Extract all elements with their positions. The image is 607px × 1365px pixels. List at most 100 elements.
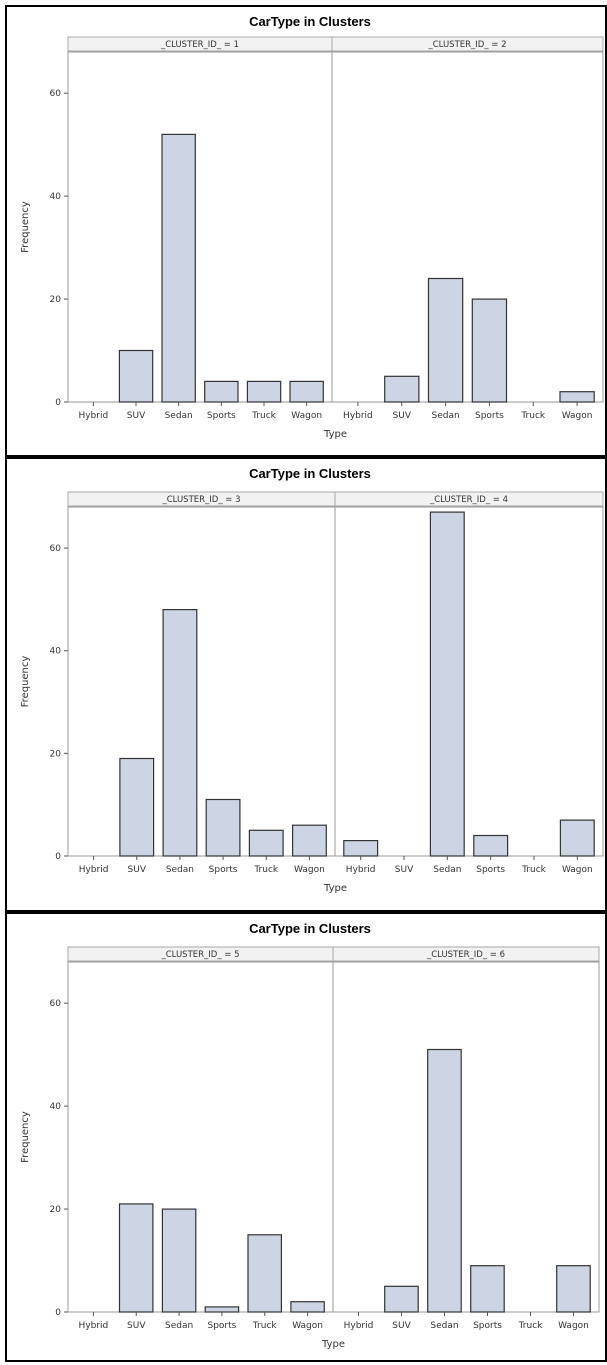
bar-wagon — [559, 391, 595, 403]
y-axis-label: Frequency — [20, 656, 31, 708]
x-axis-label: Type — [323, 429, 347, 440]
x-tick-label: SUV — [392, 1321, 411, 1331]
x-tick-label: Sedan — [166, 865, 194, 875]
x-axis-label: Type — [323, 883, 347, 894]
panel-header-label: _CLUSTER_ID_ = 3 — [161, 495, 240, 505]
bar-suv — [384, 375, 420, 403]
x-tick-label: Truck — [253, 865, 279, 875]
bar-sedan — [162, 608, 198, 857]
panel-header — [331, 36, 604, 52]
y-tick-label: 40 — [50, 192, 62, 202]
x-tick-label: SUV — [127, 1321, 146, 1331]
x-tick-label: Sedan — [430, 1321, 458, 1331]
x-tick-label: Sports — [473, 1321, 502, 1331]
panel-header-label: _CLUSTER_ID_ = 2 — [427, 40, 506, 50]
bar-wagon — [290, 1301, 325, 1313]
y-tick-label: 60 — [50, 89, 62, 99]
x-tick-label: Wagon — [292, 1321, 323, 1331]
panel-header — [334, 491, 604, 507]
x-tick-label: Wagon — [562, 865, 593, 875]
bar-sports — [470, 1265, 505, 1313]
bar-wagon — [292, 824, 327, 857]
y-tick-label: 60 — [50, 544, 62, 554]
x-tick-label: Sports — [476, 865, 505, 875]
panel-cluster-4: _CLUSTER_ID_ = 4 Hybrid SUV Sedan Sports Truc… — [334, 491, 604, 875]
bar-sports — [204, 380, 239, 403]
chart-title: CarType in Clusters — [249, 14, 371, 29]
bar-wagon — [559, 819, 595, 857]
y-tick-label: 0 — [55, 852, 61, 862]
x-tick-label: Wagon — [558, 1321, 589, 1331]
x-tick-label: Sedan — [165, 411, 193, 421]
bar-wagon — [289, 380, 324, 403]
x-tick-label: Truck — [251, 411, 277, 421]
y-tick-label: 40 — [50, 1102, 62, 1112]
bar-truck — [246, 380, 282, 403]
figure-frame — [5, 457, 607, 912]
figure-frame — [5, 5, 607, 457]
panel-header-label: _CLUSTER_ID_ = 6 — [426, 950, 505, 960]
x-tick-label: Sports — [209, 865, 238, 875]
y-tick-label: 20 — [50, 1205, 62, 1215]
y-tick-label: 20 — [50, 295, 62, 305]
x-tick-label: Hybrid — [343, 411, 373, 421]
bar-sports — [205, 798, 241, 857]
plot-area — [67, 51, 333, 403]
x-tick-label: Truck — [252, 1321, 278, 1331]
chart-figure-3: CarType in Clusters _CLUSTER_ID_ = 5 Hybri… — [5, 912, 607, 1362]
y-tick-label: 40 — [50, 647, 62, 657]
chart-title: CarType in Clusters — [249, 466, 371, 481]
plot-area — [331, 51, 604, 403]
plot-area — [334, 506, 604, 857]
chart-title: CarType in Clusters — [249, 921, 371, 936]
figure-frame — [5, 912, 607, 1362]
bar-sports — [471, 298, 508, 403]
bar-sedan — [427, 277, 464, 403]
x-tick-label: Sports — [207, 411, 236, 421]
bar-sports — [204, 1306, 240, 1313]
panel-cluster-3: _CLUSTER_ID_ = 3 Hybrid SUV Sedan Sports Truc… — [67, 491, 336, 875]
y-tick-label: 0 — [55, 398, 61, 408]
bar-suv — [118, 349, 154, 403]
x-tick-label: Truck — [521, 865, 547, 875]
y-axis-label: Frequency — [20, 1111, 31, 1163]
bar-sedan — [161, 133, 196, 403]
chart-figure-1: CarType in Clusters _CLUSTER_ID_ = 1 Hybri… — [5, 5, 607, 457]
x-tick-label: Sedan — [431, 411, 459, 421]
panel-header-label: _CLUSTER_ID_ = 4 — [429, 495, 508, 505]
x-tick-label: Wagon — [562, 411, 593, 421]
bar-suv — [119, 757, 155, 857]
y-tick-label: 0 — [55, 1308, 61, 1318]
x-tick-label: SUV — [393, 411, 412, 421]
x-tick-label: Sports — [207, 1321, 236, 1331]
panel-cluster-6: _CLUSTER_ID_ = 6 Hybrid SUV Sedan Sports Truc… — [332, 946, 600, 1331]
plot-area — [332, 961, 600, 1313]
x-tick-label: SUV — [127, 411, 146, 421]
x-tick-label: Sedan — [433, 865, 461, 875]
x-tick-label: Hybrid — [78, 411, 108, 421]
x-tick-label: Wagon — [294, 865, 325, 875]
plot-area — [67, 506, 336, 857]
x-axis-label: Type — [321, 1339, 345, 1350]
x-tick-label: Sports — [475, 411, 504, 421]
bar-sedan — [161, 1208, 197, 1313]
bar-hybrid — [343, 839, 379, 857]
panel-cluster-1: _CLUSTER_ID_ = 1 Hybrid SUV Sedan Sports Truc… — [67, 36, 333, 421]
panel-header-label: _CLUSTER_ID_ = 5 — [160, 950, 239, 960]
panel-cluster-2: _CLUSTER_ID_ = 2 Hybrid SUV Sedan Sports Truc… — [331, 36, 604, 421]
x-tick-label: Hybrid — [344, 1321, 374, 1331]
bar-truck — [248, 829, 284, 857]
bar-sports — [473, 834, 509, 857]
plot-area — [67, 961, 334, 1313]
x-tick-label: Hybrid — [346, 865, 376, 875]
bar-suv — [118, 1203, 154, 1313]
x-tick-label: SUV — [128, 865, 147, 875]
x-tick-label: Truck — [518, 1321, 544, 1331]
bar-truck — [247, 1234, 283, 1313]
panel-header — [332, 946, 600, 962]
y-tick-label: 20 — [50, 749, 62, 759]
panel-header-label: _CLUSTER_ID_ = 1 — [160, 40, 239, 50]
bar-sedan — [427, 1048, 462, 1313]
x-tick-label: Wagon — [291, 411, 322, 421]
